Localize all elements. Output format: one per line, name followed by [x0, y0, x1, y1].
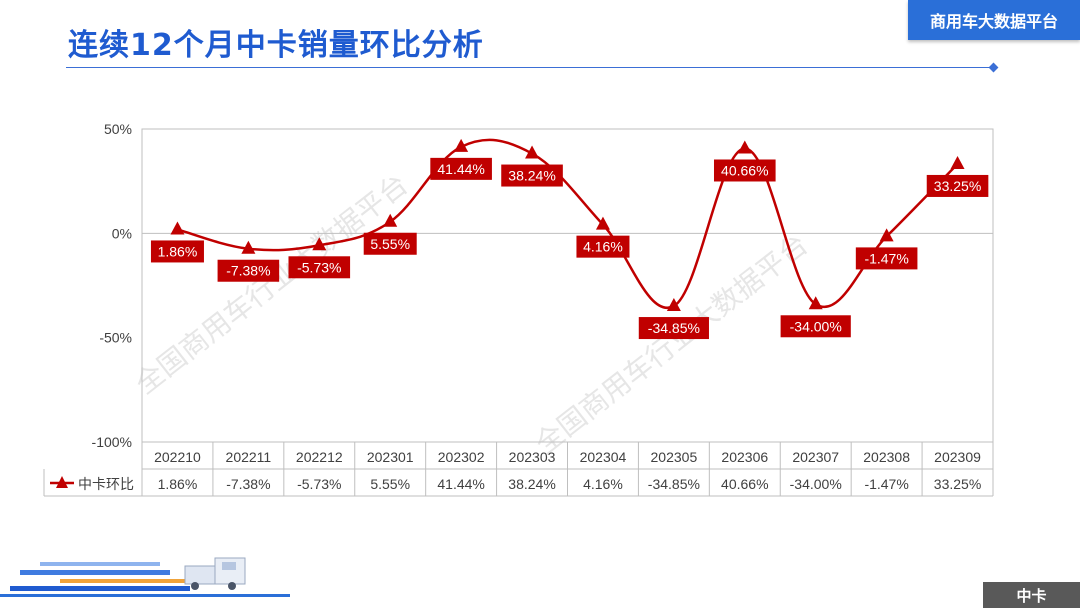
x-tick-label: 202306: [721, 449, 768, 465]
data-label: 33.25%: [934, 178, 981, 194]
y-tick-label: -50%: [99, 330, 132, 346]
data-point-marker: [595, 216, 610, 230]
x-tick-label: 202308: [863, 449, 910, 465]
x-tick-label: 202309: [934, 449, 981, 465]
data-point-marker: [170, 221, 185, 235]
data-label: 5.55%: [370, 236, 410, 252]
data-label: -5.73%: [297, 259, 341, 275]
table-value: -34.00%: [790, 476, 842, 492]
y-tick-label: -100%: [92, 434, 132, 450]
data-point-marker: [454, 138, 469, 152]
y-axis: 50% 0% -50% -100%: [92, 121, 132, 450]
data-label-box: [780, 315, 851, 338]
x-tick-label: 202211: [226, 449, 272, 465]
x-tick-label: 202305: [651, 449, 698, 465]
x-tick-label: 202212: [296, 449, 343, 465]
data-label: 40.66%: [721, 162, 768, 178]
table-value: 4.16%: [583, 476, 623, 492]
watermark-text: 全国商用车行业大数据平台: [129, 168, 414, 401]
table-value: 5.55%: [370, 476, 410, 492]
data-point-marker: [383, 213, 398, 227]
data-label-box: [638, 317, 709, 340]
table-value: -1.47%: [864, 476, 908, 492]
data-label: -7.38%: [226, 263, 270, 279]
data-label-box: [576, 235, 630, 258]
table-value: 38.24%: [508, 476, 555, 492]
legend-label: 中卡环比: [78, 477, 134, 493]
data-point-marker: [879, 228, 894, 242]
table-value: -5.73%: [297, 476, 341, 492]
data-point-marker: [808, 296, 823, 310]
table-value: 40.66%: [721, 476, 768, 492]
data-label: 1.86%: [158, 243, 198, 259]
data-label: -34.00%: [790, 318, 842, 334]
page-title: 连续12个月中卡销量环比分析: [68, 28, 484, 63]
data-point-marker: [525, 145, 540, 159]
data-label-box: [150, 240, 204, 263]
data-label-box: [217, 259, 280, 282]
table-value: -34.85%: [648, 476, 700, 492]
x-tick-label: 202301: [367, 449, 414, 465]
data-label-box: [288, 256, 351, 279]
data-label: 4.16%: [583, 239, 623, 255]
x-tick-label: 202303: [509, 449, 556, 465]
data-label: 41.44%: [437, 161, 484, 177]
x-tick-label: 202302: [438, 449, 485, 465]
data-label: -1.47%: [864, 250, 908, 266]
data-label: 38.24%: [508, 168, 555, 184]
category-tag: 中卡: [983, 582, 1080, 608]
data-point-marker: [666, 298, 681, 312]
legend-marker: [56, 476, 68, 488]
watermark-text: 全国商用车行业大数据平台: [529, 228, 814, 461]
data-label-box: [501, 164, 563, 187]
data-label-box: [363, 232, 417, 255]
truck-decoration-icon: [0, 557, 290, 597]
data-point-marker: [241, 240, 256, 254]
x-tick-label: 202307: [792, 449, 839, 465]
data-label: -34.85%: [648, 320, 700, 336]
data-label-layer: 1.86% -7.38% -5.73% 5.55% 41.44% 38.24% 4.16% -…: [150, 157, 989, 340]
data-label-box: [713, 159, 776, 182]
data-point-marker: [737, 140, 752, 154]
title-divider: [66, 67, 994, 68]
data-point-marker: [312, 237, 327, 251]
table-value: 33.25%: [934, 476, 981, 492]
y-tick-label: 50%: [104, 121, 132, 137]
x-tick-label: 202210: [154, 449, 201, 465]
data-label-box: [855, 247, 918, 270]
data-label-box: [926, 174, 989, 197]
y-tick-label: 0%: [112, 225, 132, 241]
x-tick-label: 202304: [580, 449, 627, 465]
data-table: 202210 202211 202212 202301 202302 202303 2023…: [43, 442, 994, 497]
table-value: -7.38%: [226, 476, 270, 492]
table-value: 1.86%: [158, 476, 198, 492]
table-value: 41.44%: [437, 476, 484, 492]
series-layer: [170, 138, 965, 312]
data-label-box: [430, 157, 492, 180]
platform-badge: 商用车大数据平台: [908, 0, 1080, 40]
data-point-marker: [950, 155, 965, 169]
